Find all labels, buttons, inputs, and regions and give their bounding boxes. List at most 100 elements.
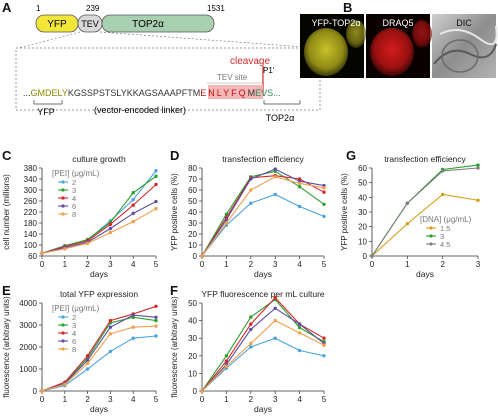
data-point-6 — [249, 327, 253, 332]
seq-evs: EVS... — [255, 88, 281, 98]
data-point-1-5 — [405, 222, 410, 226]
tev-site-highlight — [208, 85, 263, 99]
data-point-2 — [273, 336, 277, 340]
zoom-line-right — [99, 31, 319, 49]
data-point-1-5 — [476, 198, 480, 202]
top2-domain-box — [101, 14, 215, 33]
zoom-box — [15, 47, 321, 111]
series-line-4 — [201, 175, 325, 257]
data-point-6 — [108, 226, 113, 231]
legend-swatch-dot — [61, 347, 65, 351]
series-line-4 — [41, 184, 157, 254]
data-point-2 — [249, 201, 253, 205]
data-point-4 — [322, 336, 326, 340]
y-tick-label: 300 — [24, 186, 38, 195]
x-tick-label: 0 — [40, 395, 45, 404]
x-tick-label: 3 — [108, 395, 113, 404]
data-point-2 — [297, 348, 302, 353]
x-tick-label: 1 — [405, 260, 410, 269]
series-line-2 — [201, 337, 325, 392]
seq-dots-left: ... — [23, 88, 31, 98]
series-line-1-5 — [371, 193, 479, 257]
x-tick-label: 2 — [85, 260, 90, 269]
yfp-image-title: YFP-TOP2α — [311, 18, 360, 28]
sequence-line: ...GMDELYKGSSPSTSLYKKAGSAAAPFTMENLYFQMEV… — [23, 88, 281, 98]
top2-domain-label: TOP2α — [132, 19, 164, 30]
x-tick-label: 0 — [40, 260, 45, 269]
x-tick-label: 5 — [154, 260, 159, 269]
data-point-2 — [297, 204, 302, 209]
y-tick-label: 50 — [188, 299, 197, 308]
x-tick-label: 1 — [63, 260, 68, 269]
series-line-6 — [41, 201, 157, 254]
x-tick-label: 0 — [200, 260, 205, 269]
y-tick-label: 40 — [358, 193, 367, 202]
draq5-nucleus-2 — [412, 20, 432, 48]
data-point-4-5 — [440, 169, 445, 173]
x-tick-label: 5 — [322, 260, 327, 269]
legend-swatch-dot — [61, 196, 65, 200]
data-point-3 — [154, 318, 158, 323]
yfp-bracket-label: YFP — [37, 107, 55, 117]
x-axis-label: days — [90, 269, 108, 279]
x-tick-label: 4 — [297, 260, 302, 269]
legend-title: [PEI] (μg/mL) — [52, 169, 100, 178]
x-tick-label: 4 — [297, 395, 302, 404]
x-tick-label: 2 — [85, 395, 90, 404]
series-line-4 — [201, 296, 325, 392]
dic-image — [432, 14, 496, 78]
legend-swatch-dot — [61, 188, 65, 192]
y-axis-label: YFP positive cells (%) — [340, 173, 349, 251]
x-tick-label: 4 — [131, 260, 136, 269]
data-point-3 — [131, 191, 135, 195]
chart-title: total YFP expression — [60, 289, 138, 299]
data-point-8 — [131, 325, 135, 329]
y-tick-label: 80 — [188, 164, 197, 173]
dic-cell-outline — [441, 39, 479, 73]
yfp-bracket — [33, 100, 63, 105]
seq-gmdely: GMDELY — [31, 88, 68, 98]
data-point-8 — [224, 364, 229, 369]
y-axis-label: fluorescence (arbitrary units) — [2, 296, 11, 398]
data-point-2 — [273, 192, 277, 197]
data-point-6 — [108, 325, 113, 329]
data-point-4-5 — [405, 201, 410, 205]
y-tick-label: 220 — [24, 208, 38, 217]
x-tick-label: 1 — [224, 395, 229, 404]
yfp-nucleus-1 — [304, 28, 348, 76]
series-line-3 — [201, 298, 325, 392]
y-tick-label: 340 — [24, 175, 38, 184]
legend-entry: 6 — [72, 202, 76, 211]
panel-letter-b: B — [343, 0, 353, 15]
data-point-2 — [131, 197, 135, 202]
series-line-3 — [371, 164, 479, 257]
data-point-8 — [200, 389, 204, 393]
data-point-8 — [297, 331, 302, 335]
data-point-6 — [297, 322, 302, 326]
x-axis-label: days — [254, 404, 272, 414]
y-tick-label: 0 — [33, 387, 38, 396]
data-point-8 — [108, 332, 113, 336]
legend-swatch-dot — [61, 212, 65, 216]
data-point-3 — [322, 202, 326, 206]
data-point-3 — [249, 315, 253, 319]
data-point-4 — [108, 318, 113, 323]
data-point-8 — [224, 221, 229, 225]
coord-end: 1531 — [207, 4, 225, 13]
panel-letter-g: G — [346, 148, 357, 163]
y-tick-label: 50 — [188, 197, 197, 206]
data-point-8 — [131, 219, 135, 224]
x-tick-label: 5 — [322, 395, 327, 404]
data-point-2 — [154, 169, 158, 173]
x-tick-label: 0 — [370, 260, 375, 269]
x-tick-label: 3 — [476, 260, 481, 269]
x-tick-label: 5 — [154, 395, 159, 404]
data-point-6 — [249, 177, 253, 181]
seq-linker: KGSSPSTSLYKKAGSAAAPFTM — [68, 88, 200, 98]
legend-swatch-dot — [61, 331, 65, 335]
y-tick-label: 100 — [24, 241, 38, 250]
y-tick-label: 30 — [358, 208, 367, 217]
data-point-4 — [85, 354, 90, 358]
